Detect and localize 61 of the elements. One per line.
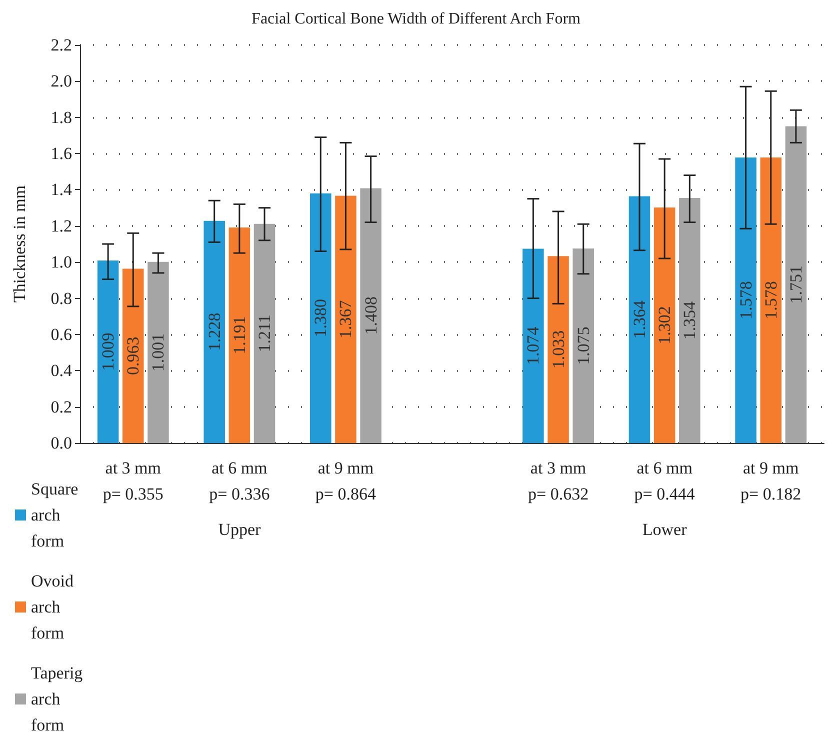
chart-title: Facial Cortical Bone Width of Different Arch Form (252, 10, 582, 28)
y-tick-label: 1.8 (50, 108, 72, 127)
bar (254, 224, 276, 443)
data-label: 1.074 (524, 326, 543, 365)
x-tick-label: at 6 mm p= 0.444 (634, 458, 696, 504)
bar (148, 262, 169, 443)
bar (628, 196, 650, 443)
x-tick-label: at 9 mm p= 0.864 (315, 458, 377, 504)
y-tick-label: 0.0 (50, 434, 72, 452)
data-label: 1.578 (761, 281, 780, 320)
bar (97, 260, 119, 443)
y-tick-label: 1.2 (50, 216, 72, 236)
y-tick-label: 0.2 (50, 397, 72, 416)
y-tick-label: 2.0 (50, 72, 72, 91)
data-label: 1.033 (548, 330, 568, 369)
legend-label: Taperig arch form (31, 664, 87, 734)
data-label: 1.367 (336, 300, 356, 338)
y-axis-title: Thickness in mm (10, 185, 29, 303)
x-tick-label: at 3 mm p= 0.632 (528, 458, 589, 504)
data-label: 1.009 (98, 332, 118, 371)
bar (760, 158, 782, 443)
bar (228, 228, 250, 443)
data-label: 1.408 (361, 296, 380, 335)
y-tick-label: 0.4 (50, 361, 72, 380)
data-label: 1.075 (574, 326, 593, 365)
bar (122, 268, 144, 443)
bar (360, 188, 382, 443)
data-label: 1.364 (630, 300, 649, 339)
y-tick-label: 0.6 (50, 324, 72, 344)
legend-label: Ovoid arch form (31, 572, 78, 642)
bar (335, 196, 356, 443)
data-label: 1.211 (255, 314, 274, 352)
text: Lower (642, 520, 688, 539)
bar (548, 256, 569, 443)
y-tick-label: 1.6 (50, 144, 72, 164)
data-label: 1.354 (680, 300, 700, 340)
data-label: 1.228 (204, 312, 224, 352)
bar (204, 220, 225, 443)
x-tick-label: at 9 mm p= 0.182 (740, 458, 802, 504)
bar (785, 126, 807, 443)
x-tick-label: at 3 mm p= 0.355 (102, 458, 164, 504)
data-label: 1.001 (148, 333, 168, 372)
bar (679, 198, 700, 443)
bar (310, 193, 332, 443)
data-label: 1.191 (230, 316, 249, 354)
data-label: 1.578 (736, 281, 756, 320)
y-tick-label: 2.2 (50, 36, 72, 54)
y-tick-label: 1.4 (50, 180, 72, 200)
y-tick-label: 1.0 (50, 252, 72, 272)
bar (522, 248, 544, 443)
bar (735, 158, 756, 443)
legend-label: Square arch form (31, 480, 82, 550)
text: Upper (218, 520, 262, 539)
data-label: 1.751 (786, 265, 806, 304)
bar (654, 207, 676, 443)
bar (572, 248, 594, 443)
y-tick-label: 0.8 (50, 288, 72, 308)
data-label: 1.302 (655, 306, 674, 344)
data-label: 1.380 (311, 299, 330, 338)
data-label: 0.963 (124, 336, 143, 376)
x-tick-label: at 6 mm p= 0.336 (209, 458, 270, 504)
